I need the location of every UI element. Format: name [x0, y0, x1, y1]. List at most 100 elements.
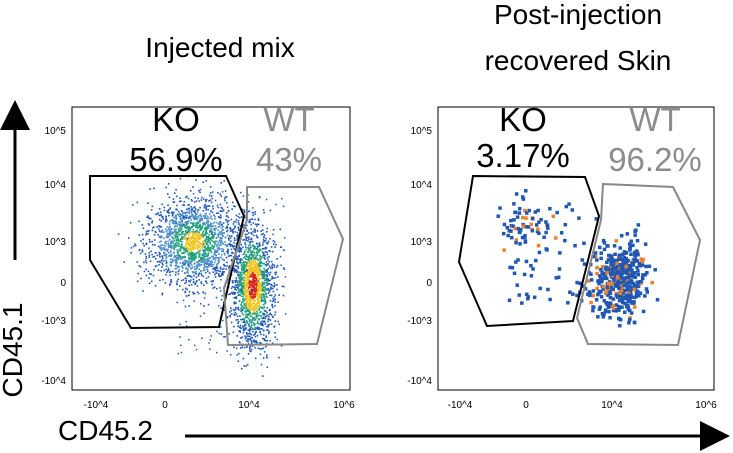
- density-event: [263, 279, 266, 282]
- density-event: [196, 223, 198, 225]
- scatter-event: [220, 279, 222, 281]
- density-event: [231, 229, 234, 232]
- density-event: [255, 288, 258, 290]
- density-event: [273, 326, 275, 328]
- event-square: [626, 305, 631, 310]
- density-event: [259, 288, 262, 290]
- density-event: [184, 272, 186, 274]
- density-event: [248, 282, 250, 284]
- density-event: [188, 252, 191, 255]
- density-event: [164, 242, 167, 244]
- density-event: [254, 303, 256, 306]
- density-event: [175, 236, 178, 238]
- scatter-event: [267, 324, 269, 326]
- density-event: [180, 224, 182, 226]
- density-event: [173, 229, 176, 231]
- density-event: [252, 307, 254, 309]
- density-event: [266, 269, 268, 272]
- density-event: [196, 261, 199, 263]
- event-square: [505, 225, 510, 230]
- density-event: [154, 258, 157, 260]
- density-event: [203, 258, 205, 261]
- density-event: [256, 310, 258, 313]
- density-event: [234, 314, 236, 316]
- event-square: [511, 224, 516, 229]
- density-event: [186, 211, 189, 214]
- density-event: [176, 280, 179, 283]
- density-event: [195, 280, 198, 282]
- density-event: [165, 186, 167, 189]
- density-event: [204, 271, 207, 274]
- density-event: [247, 353, 250, 355]
- density-event: [247, 246, 249, 249]
- density-event: [252, 265, 255, 268]
- density-event: [174, 244, 177, 247]
- density-event: [192, 253, 194, 255]
- density-event: [256, 292, 259, 294]
- density-event: [184, 226, 187, 229]
- density-event: [140, 277, 142, 280]
- event-square: [614, 309, 619, 313]
- density-event: [214, 257, 216, 259]
- density-event: [168, 255, 170, 257]
- density-event: [245, 267, 247, 269]
- event-square: [631, 274, 636, 278]
- event-square: [636, 272, 641, 277]
- density-event: [209, 199, 212, 201]
- density-event: [247, 255, 250, 258]
- density-event: [266, 242, 268, 244]
- density-event: [191, 254, 194, 257]
- density-event: [180, 235, 183, 238]
- scatter-event: [201, 274, 203, 277]
- scatter-event: [229, 354, 232, 356]
- density-event: [195, 233, 197, 236]
- density-event: [178, 240, 181, 242]
- plot-frame: [71, 106, 351, 391]
- density-event: [161, 255, 164, 258]
- density-event: [250, 303, 253, 305]
- density-event: [198, 233, 201, 235]
- density-event: [259, 271, 261, 274]
- density-event: [230, 218, 233, 221]
- density-event: [220, 231, 223, 233]
- density-event: [278, 356, 280, 359]
- density-event: [250, 288, 253, 290]
- scatter-event: [223, 336, 225, 338]
- event-square: [610, 257, 615, 261]
- density-event: [257, 347, 260, 350]
- density-event: [170, 247, 172, 249]
- density-event: [238, 223, 240, 226]
- density-event: [250, 320, 253, 322]
- density-event: [210, 261, 213, 264]
- density-event: [183, 249, 185, 251]
- density-event: [258, 275, 260, 277]
- density-event: [257, 287, 260, 289]
- density-event: [258, 281, 260, 283]
- density-event: [254, 265, 257, 268]
- density-event: [175, 256, 178, 259]
- density-event: [237, 215, 240, 218]
- density-event: [194, 268, 196, 271]
- density-event: [198, 260, 200, 263]
- density-event: [239, 324, 242, 327]
- density-event: [261, 282, 264, 285]
- density-event: [253, 322, 255, 325]
- density-event: [220, 210, 223, 212]
- density-event: [218, 221, 221, 223]
- density-event: [266, 296, 268, 298]
- density-event: [209, 241, 212, 244]
- density-event: [254, 280, 257, 283]
- density-event: [255, 292, 258, 295]
- density-event: [247, 283, 249, 286]
- density-event: [199, 214, 202, 217]
- density-event: [264, 321, 266, 323]
- density-event: [270, 246, 273, 248]
- density-event: [190, 250, 193, 253]
- density-event: [246, 256, 248, 258]
- density-event: [197, 262, 200, 265]
- density-event: [190, 251, 193, 254]
- density-event: [176, 213, 179, 215]
- density-event: [175, 267, 178, 270]
- density-event: [243, 277, 246, 279]
- density-event: [175, 216, 177, 218]
